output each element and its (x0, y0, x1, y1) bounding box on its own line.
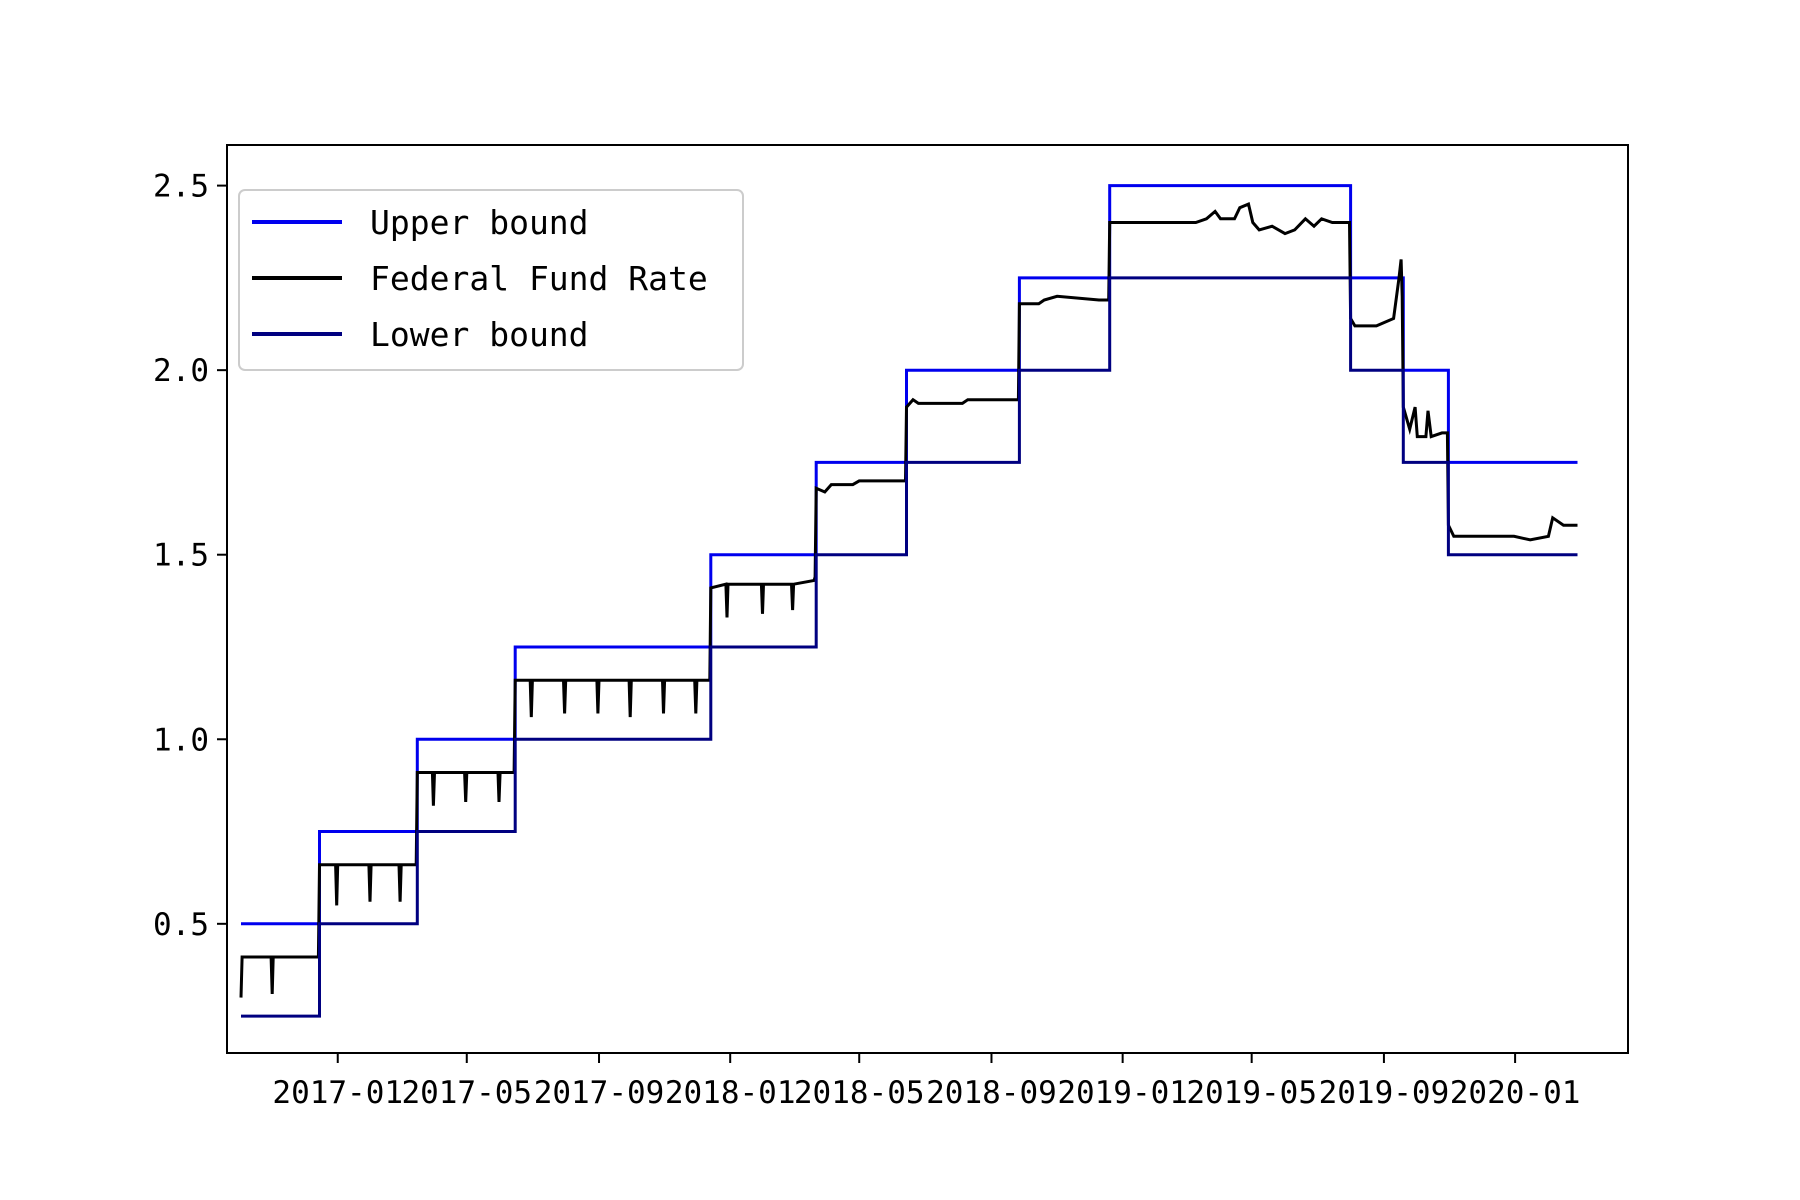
series-line-federal-fund-rate (239, 202, 1578, 998)
x-tick-label: 2017-09 (534, 1075, 665, 1111)
x-tick-label: 2018-01 (665, 1075, 796, 1111)
plot-frame (226, 144, 1629, 1054)
x-tick-label: 2019-05 (1186, 1075, 1317, 1111)
legend-box (238, 189, 744, 371)
y-tick-label: 2.5 (153, 169, 209, 205)
y-tick-label: 0.5 (153, 907, 209, 943)
x-tick-label: 2019-09 (1319, 1075, 1450, 1111)
x-tick-label: 2017-05 (401, 1075, 532, 1111)
series-line-lower-bound (241, 276, 1578, 1018)
y-tick-label: 2.0 (153, 353, 209, 389)
legend-label-lower-bound: Lower bound (370, 315, 589, 354)
y-axis: 0.5 1.0 1.5 2.0 2.5 (153, 169, 227, 943)
x-tick-label: 2019-01 (1057, 1075, 1188, 1111)
legend: Upper bound Federal Fund Rate Lower boun… (238, 189, 744, 371)
y-tick-label: 1.5 (153, 538, 209, 574)
x-tick-label: 2020-01 (1450, 1075, 1581, 1111)
plot-series (239, 184, 1578, 1018)
legend-label-federal-fund-rate: Federal Fund Rate (370, 259, 708, 298)
y-tick-label: 1.0 (153, 722, 209, 758)
x-tick-label: 2018-09 (926, 1075, 1057, 1111)
x-tick-label: 2018-05 (794, 1075, 925, 1111)
legend-label-upper-bound: Upper bound (370, 203, 589, 242)
x-tick-label: 2017-01 (272, 1075, 403, 1111)
